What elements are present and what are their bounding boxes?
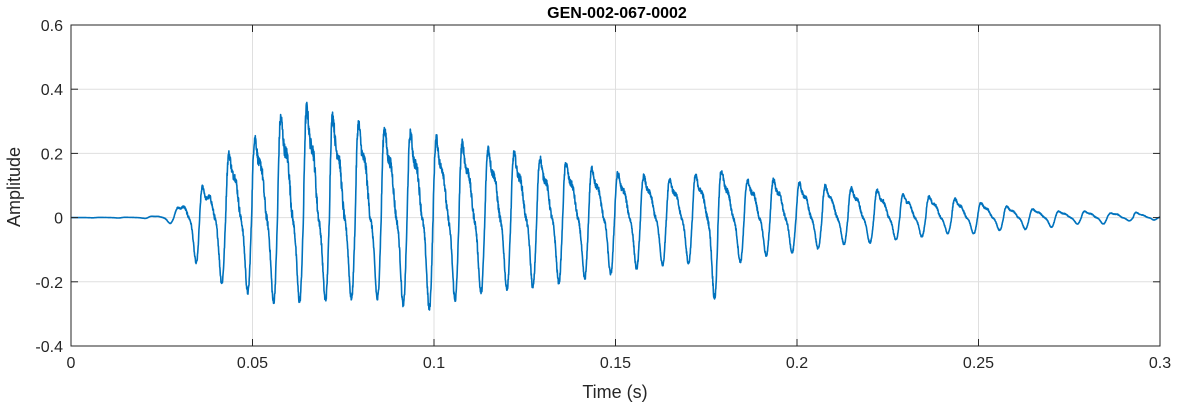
x-tick-label: 0.05 bbox=[237, 355, 268, 372]
y-tick-label: 0 bbox=[54, 211, 63, 228]
y-tick-label: 0.4 bbox=[41, 82, 63, 99]
x-tick-label: 0.15 bbox=[600, 355, 631, 372]
x-tick-label: 0.25 bbox=[963, 355, 994, 372]
x-axis-label: Time (s) bbox=[582, 382, 647, 402]
y-tick-label: 0.2 bbox=[41, 146, 63, 163]
x-tick-label: 0.1 bbox=[423, 355, 445, 372]
y-tick-label: 0.6 bbox=[41, 18, 63, 35]
y-tick-label: -0.4 bbox=[35, 339, 63, 356]
y-tick-label: -0.2 bbox=[35, 275, 63, 292]
x-ticks: 0 0.05 0.1 0.15 0.2 0.25 0.3 bbox=[67, 25, 1171, 372]
chart-title: GEN-002-067-0002 bbox=[547, 5, 687, 22]
waveform-line bbox=[70, 101, 1161, 311]
x-tick-label: 0.2 bbox=[786, 355, 808, 372]
x-tick-label: 0 bbox=[67, 355, 76, 372]
y-axis-label: Amplitude bbox=[4, 147, 24, 227]
x-tick-label: 0.3 bbox=[1149, 355, 1171, 372]
y-ticks: -0.4 -0.2 0 0.2 0.4 0.6 bbox=[35, 18, 1160, 356]
series-layer bbox=[70, 101, 1161, 311]
